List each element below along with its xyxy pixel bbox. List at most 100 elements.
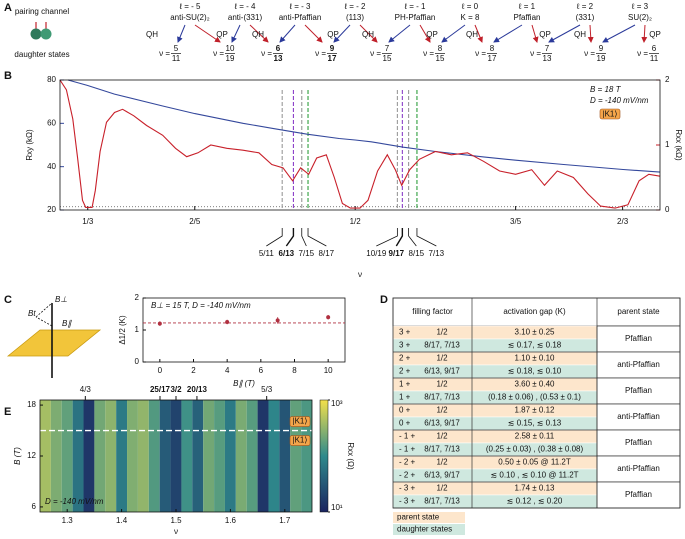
nu-prefix: ν = bbox=[370, 49, 381, 58]
point bbox=[326, 315, 331, 320]
row-gap: 3.10 ± 0.25 bbox=[515, 328, 556, 337]
arrow-label: QP bbox=[539, 30, 551, 39]
fraction-den: 13 bbox=[543, 54, 552, 63]
y-tick-label: 40 bbox=[47, 162, 56, 171]
legend-label: parent state bbox=[397, 513, 440, 522]
row-bg bbox=[392, 325, 598, 340]
series-line bbox=[59, 79, 661, 209]
channel-index: ℓ = - 5 bbox=[178, 2, 201, 11]
arrow-label: QP bbox=[327, 30, 339, 39]
x-tick-label: 1.3 bbox=[62, 516, 74, 525]
heat-cell bbox=[137, 400, 149, 512]
y-tick-label: 1 bbox=[135, 325, 140, 334]
row-bg bbox=[392, 429, 598, 444]
heat-cell bbox=[50, 400, 62, 512]
x-tick-label: 1/3 bbox=[82, 217, 94, 226]
heat-cell bbox=[40, 400, 51, 512]
condition: D = -140 mV/nm bbox=[590, 96, 649, 105]
arrow-qh bbox=[548, 24, 581, 43]
row-level: 0 + bbox=[399, 419, 411, 428]
column-header: filling factor bbox=[412, 307, 453, 316]
arrow-label: QP bbox=[426, 30, 438, 39]
fraction-den: 17 bbox=[328, 54, 337, 63]
x-tick-label: 1.7 bbox=[279, 516, 291, 525]
row-gap: ≲ 0.12 , ≲ 0.20 bbox=[507, 497, 563, 506]
x-tick-label: 6 bbox=[259, 366, 264, 375]
pairing-label: pairing channel bbox=[15, 7, 69, 16]
heat-cell bbox=[170, 400, 182, 512]
row-gap: 0.50 ± 0.05 @ 11.2T bbox=[498, 458, 571, 467]
arrow-label: QH bbox=[252, 30, 264, 39]
fraction-num: 9 bbox=[599, 44, 604, 53]
arrow-qp bbox=[587, 24, 594, 43]
arrow-label: QH bbox=[466, 30, 478, 39]
heat-cell bbox=[301, 400, 312, 512]
top-label: 3/2 bbox=[170, 385, 182, 394]
row-level: - 1 + bbox=[399, 445, 416, 454]
annotation-label: 5/11 bbox=[259, 249, 275, 258]
arrow-label: QH bbox=[362, 30, 374, 39]
parent-state: Pfaffian bbox=[625, 386, 652, 395]
heat-cell bbox=[159, 400, 171, 512]
heat-cell bbox=[235, 400, 247, 512]
heat-cell bbox=[83, 400, 95, 512]
channel-name: anti-Pfaffian bbox=[279, 13, 322, 22]
row-filling: 8/17, 7/13 bbox=[424, 341, 460, 350]
arrow-qh bbox=[231, 24, 241, 43]
parent-state: anti-Pfaffian bbox=[617, 464, 660, 473]
colorbar bbox=[319, 399, 329, 513]
fraction-den: 19 bbox=[597, 54, 606, 63]
fraction-num: 9 bbox=[330, 44, 335, 53]
y-tick-label: 6 bbox=[32, 502, 37, 511]
channel-index: ℓ = - 1 bbox=[403, 2, 426, 11]
arrow-qh bbox=[279, 24, 296, 43]
series-line bbox=[67, 79, 661, 173]
row-filling: 6/13, 9/17 bbox=[424, 367, 460, 376]
badge: |K1⟩ bbox=[293, 417, 308, 426]
heat-cell bbox=[105, 400, 117, 512]
top-label: 20/13 bbox=[187, 385, 208, 394]
row-filling: 1/2 bbox=[436, 432, 448, 441]
badge: |K1⟩ bbox=[603, 110, 618, 119]
panel-label: B bbox=[4, 70, 12, 82]
channel-name: PH-Pfaffian bbox=[395, 13, 436, 22]
fraction-den: 11 bbox=[650, 54, 659, 63]
channel-name: anti-SU(2)₂ bbox=[170, 13, 210, 22]
arrow-qp bbox=[359, 24, 378, 43]
nu-prefix: ν = bbox=[530, 49, 541, 58]
arrow-qh bbox=[602, 24, 636, 43]
heat-cell bbox=[72, 400, 84, 512]
fraction-den: 15 bbox=[436, 54, 445, 63]
column-header: parent state bbox=[617, 307, 660, 316]
top-label: 4/3 bbox=[80, 385, 92, 394]
nu-prefix: ν = bbox=[159, 49, 170, 58]
heat-cell bbox=[279, 400, 291, 512]
x-tick-label: 1.4 bbox=[116, 516, 128, 525]
nu-prefix: ν = bbox=[637, 49, 648, 58]
arrow-qh bbox=[388, 24, 411, 43]
row-filling: 1/2 bbox=[436, 458, 448, 467]
y-tick-label: 60 bbox=[47, 118, 56, 127]
fraction-num: 7 bbox=[545, 44, 550, 53]
arrow-qh bbox=[177, 24, 186, 43]
row-level: 2 + bbox=[399, 354, 411, 363]
panel-label: D bbox=[380, 294, 388, 306]
legend-swatch bbox=[393, 524, 465, 535]
legend-swatch bbox=[393, 512, 465, 523]
field-label: B⊥ bbox=[55, 295, 67, 304]
x-tick-label: 2 bbox=[191, 366, 196, 375]
channel-name: (331) bbox=[576, 13, 595, 22]
legend-label: daughter states bbox=[397, 525, 452, 534]
channel-index: ℓ = - 4 bbox=[233, 2, 256, 11]
heat-cell bbox=[268, 400, 280, 512]
arrow-qp bbox=[304, 24, 323, 43]
parent-state: Pfaffian bbox=[625, 490, 652, 499]
channel-name: anti-(331) bbox=[228, 13, 263, 22]
panel-label: A bbox=[4, 2, 12, 14]
fraction-den: 17 bbox=[488, 54, 497, 63]
arrow-qp bbox=[419, 24, 431, 43]
x-tick-label: 1/2 bbox=[350, 217, 362, 226]
heat-cell bbox=[127, 400, 138, 512]
